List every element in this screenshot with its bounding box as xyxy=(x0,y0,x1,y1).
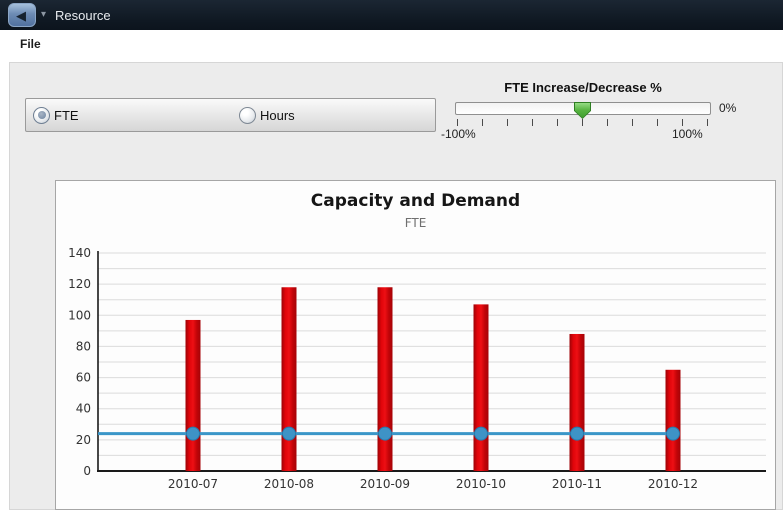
app-window: ◀ ▾ Resource File FTE Hours FTE Increase… xyxy=(0,0,783,521)
back-icon: ◀ xyxy=(16,9,26,22)
svg-text:120: 120 xyxy=(68,277,91,291)
radio-label-fte: FTE xyxy=(54,108,79,123)
svg-text:60: 60 xyxy=(76,371,91,385)
slider-max-label: 100% xyxy=(672,127,703,141)
svg-text:100: 100 xyxy=(68,308,91,322)
menu-bar: File xyxy=(0,30,783,58)
chart-panel: Capacity and Demand FTE 0204060801001201… xyxy=(55,180,776,510)
slider-title: FTE Increase/Decrease % xyxy=(455,80,711,95)
svg-text:80: 80 xyxy=(76,339,91,353)
svg-text:0: 0 xyxy=(83,464,91,478)
title-bar: ◀ ▾ Resource xyxy=(0,0,783,30)
radio-button-icon[interactable] xyxy=(33,107,50,124)
svg-text:2010-07: 2010-07 xyxy=(168,477,218,491)
capacity-demand-plot: 0 20 40 60 80 100 120 140 2010-07 2010-08 2010-09 2… xyxy=(56,181,775,509)
window-title: Resource xyxy=(55,8,111,23)
unit-toggle-group: FTE Hours xyxy=(25,98,436,132)
svg-text:140: 140 xyxy=(68,246,91,260)
radio-button-icon[interactable] xyxy=(239,107,256,124)
svg-text:2010-11: 2010-11 xyxy=(552,477,602,491)
radio-option-fte[interactable]: FTE xyxy=(33,99,79,131)
radio-label-hours: Hours xyxy=(260,108,295,123)
svg-text:40: 40 xyxy=(76,402,91,416)
slider-value-label: 0% xyxy=(719,101,736,115)
back-button[interactable]: ◀ xyxy=(8,3,36,27)
svg-text:2010-12: 2010-12 xyxy=(648,477,698,491)
dropdown-caret-icon[interactable]: ▾ xyxy=(41,9,46,20)
slider-min-label: -100% xyxy=(441,127,476,141)
svg-text:2010-08: 2010-08 xyxy=(264,477,314,491)
svg-text:2010-10: 2010-10 xyxy=(456,477,506,491)
svg-text:20: 20 xyxy=(76,433,91,447)
svg-text:2010-09: 2010-09 xyxy=(360,477,410,491)
radio-option-hours[interactable]: Hours xyxy=(239,99,295,131)
menu-file[interactable]: File xyxy=(20,37,41,51)
